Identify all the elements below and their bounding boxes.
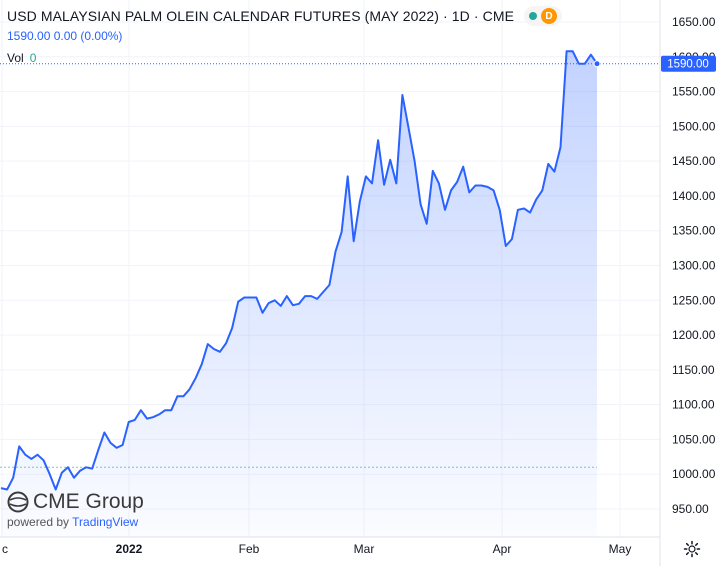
series-area (1, 51, 597, 537)
x-tick-label: 2022 (116, 542, 143, 556)
last-price-label: 1590.00 (667, 59, 709, 71)
y-tick-label: 1300.00 (672, 259, 716, 273)
symbol-title: USD MALAYSIAN PALM OLEIN CALENDAR FUTURE… (7, 8, 515, 24)
y-tick-label: 1000.00 (672, 467, 716, 481)
cme-logo[interactable]: CME Group powered by TradingView (7, 490, 144, 529)
x-tick-label: c (2, 542, 8, 556)
status-badges: D (524, 6, 563, 26)
y-tick-label: 1200.00 (672, 328, 716, 342)
y-tick-label: 1400.00 (672, 189, 716, 203)
last-price-tag: 1590.00 (661, 55, 716, 72)
y-tick-label: 1500.00 (672, 119, 716, 133)
y-tick-label: 1100.00 (672, 398, 715, 412)
y-tick-label: 1550.00 (672, 85, 716, 99)
x-tick-label: Mar (354, 542, 375, 556)
y-tick-label: 1250.00 (672, 293, 716, 307)
y-tick-label: 1650.00 (672, 15, 716, 29)
powered-by: powered by TradingView (7, 515, 144, 529)
y-tick-label: 1450.00 (672, 154, 716, 168)
series-line (0, 50, 598, 491)
delayed-badge: D (541, 8, 558, 24)
volume-value: 0 (29, 51, 37, 65)
volume-label: Vol (7, 51, 24, 65)
x-tick-label: Feb (239, 542, 260, 556)
price-readout: 1590.00 0.00 (0.00%) (7, 29, 123, 43)
y-tick-label: 1350.00 (672, 224, 716, 238)
y-axis: 950.00 1000.00 1050.00 1100.00 1150.00 1200.0… (672, 15, 716, 516)
logo-brand: CME Group (33, 490, 144, 513)
x-axis: c 2022 Feb Mar Apr May (2, 542, 631, 556)
powered-prefix: powered by (7, 515, 70, 529)
y-tick-label: 950.00 (672, 502, 709, 516)
y-tick-label: 1050.00 (672, 432, 716, 446)
market-status-icon (529, 12, 538, 20)
y-tick-label: 1150.00 (672, 363, 715, 377)
volume-readout: Vol 0 (7, 51, 562, 65)
tradingview-link[interactable]: TradingView (72, 515, 139, 529)
x-tick-label: May (609, 542, 632, 556)
cme-globe-icon (7, 491, 29, 513)
last-price-point (593, 60, 601, 68)
gear-icon[interactable] (683, 540, 701, 558)
x-tick-label: Apr (493, 542, 512, 556)
price-series (0, 50, 660, 537)
chart-legend: USD MALAYSIAN PALM OLEIN CALENDAR FUTURE… (7, 6, 563, 65)
